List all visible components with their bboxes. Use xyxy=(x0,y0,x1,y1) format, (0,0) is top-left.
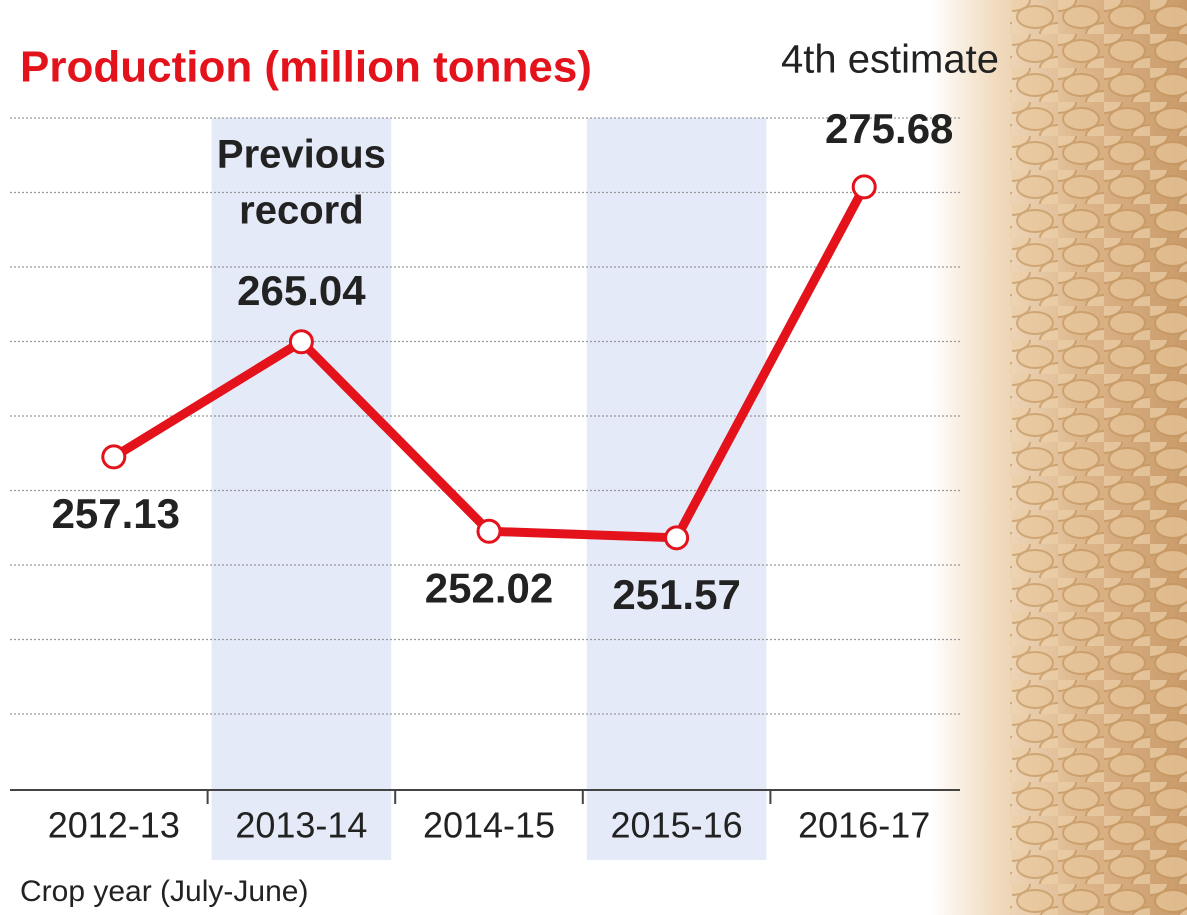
data-label: 275.68 xyxy=(825,105,953,152)
annotation: 4th estimate xyxy=(781,38,999,82)
x-tick-label: 2012-13 xyxy=(48,805,180,846)
annotation: Previous xyxy=(217,133,386,177)
data-label: 257.13 xyxy=(52,490,180,537)
data-label: 265.04 xyxy=(237,267,366,314)
annotation: record xyxy=(239,189,364,233)
plot: 2012-13 2013-14 2014-15 2015-16 2016-17 257.1… xyxy=(10,105,960,860)
x-tick-label: 2014-15 xyxy=(423,805,555,846)
chart: 2012-13 2013-14 2014-15 2015-16 2016-17 257.1… xyxy=(0,0,1187,915)
x-tick-label: 2015-16 xyxy=(611,805,743,846)
x-tick-label: 2016-17 xyxy=(798,805,930,846)
data-label: 251.57 xyxy=(612,571,740,618)
chart-title: Production (million tonnes) xyxy=(20,43,592,92)
x-axis-label: Crop year (July-June) xyxy=(20,875,308,908)
point xyxy=(290,331,312,353)
point xyxy=(478,520,500,542)
grain-texture xyxy=(1010,0,1187,915)
point xyxy=(103,446,125,468)
data-label: 252.02 xyxy=(425,564,553,611)
column-shade xyxy=(587,118,767,860)
point xyxy=(853,176,875,198)
point xyxy=(666,527,688,549)
x-tick-label: 2013-14 xyxy=(235,805,367,846)
